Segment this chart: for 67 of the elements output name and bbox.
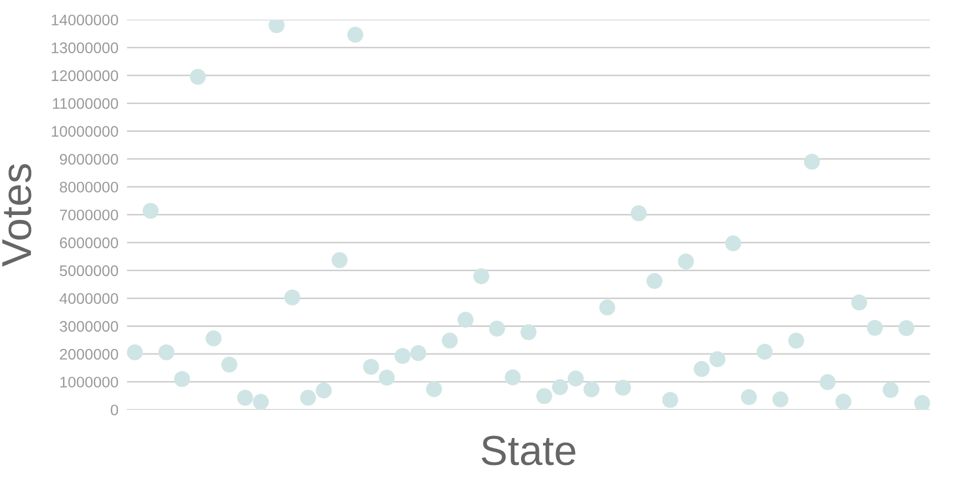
x-axis-title: State bbox=[482, 436, 576, 466]
point bbox=[284, 289, 300, 306]
point bbox=[410, 345, 426, 362]
point bbox=[378, 370, 395, 386]
point bbox=[473, 268, 490, 284]
point bbox=[142, 202, 159, 219]
point bbox=[583, 381, 600, 398]
point bbox=[520, 324, 536, 340]
point bbox=[394, 348, 411, 364]
point bbox=[662, 392, 678, 408]
point bbox=[756, 344, 773, 360]
y-tick-label: 11000000 bbox=[52, 98, 118, 109]
point bbox=[898, 320, 914, 336]
y-tick-label: 8000000 bbox=[60, 182, 118, 193]
y-tick-label: 2000000 bbox=[60, 348, 118, 360]
y-tick-label: 4000000 bbox=[60, 293, 118, 304]
point bbox=[630, 205, 647, 222]
point bbox=[599, 299, 616, 316]
y-tick-label: 1000000 bbox=[60, 376, 118, 388]
point bbox=[851, 294, 868, 310]
point bbox=[458, 312, 474, 328]
point bbox=[347, 26, 364, 43]
point bbox=[866, 320, 883, 336]
point bbox=[300, 390, 316, 406]
y-tick-label: 5000000 bbox=[60, 265, 118, 276]
point bbox=[820, 374, 836, 390]
point bbox=[489, 320, 505, 337]
point bbox=[221, 356, 238, 373]
point bbox=[363, 358, 380, 375]
point bbox=[332, 252, 348, 268]
y-tick-label: 0 bbox=[110, 404, 118, 416]
point bbox=[252, 394, 269, 410]
y-axis-title: Votes bbox=[2, 164, 32, 267]
point bbox=[174, 371, 190, 388]
point bbox=[127, 344, 143, 360]
y-tick-label: 10000000 bbox=[52, 126, 118, 137]
y-tick-label: 9000000 bbox=[60, 154, 118, 165]
point bbox=[316, 382, 332, 398]
point bbox=[678, 254, 694, 270]
point bbox=[614, 380, 631, 396]
point bbox=[568, 370, 584, 386]
point bbox=[237, 390, 254, 406]
y-tick-label: 14000000 bbox=[52, 14, 118, 26]
point bbox=[646, 273, 662, 289]
point bbox=[536, 388, 552, 404]
y-tick-label: 6000000 bbox=[60, 237, 118, 248]
y-tick-label: 13000000 bbox=[52, 42, 118, 54]
point bbox=[158, 344, 174, 360]
y-tick-label: 3000000 bbox=[60, 320, 118, 332]
y-tick-label: 12000000 bbox=[52, 70, 118, 82]
point bbox=[835, 394, 852, 410]
point bbox=[442, 332, 458, 349]
point bbox=[772, 391, 788, 408]
point bbox=[882, 382, 899, 398]
point bbox=[788, 332, 804, 349]
point bbox=[552, 379, 568, 396]
point bbox=[914, 395, 930, 410]
point bbox=[504, 369, 521, 386]
point bbox=[804, 154, 820, 170]
point bbox=[694, 361, 710, 378]
point bbox=[190, 68, 206, 85]
point bbox=[206, 330, 222, 346]
point bbox=[709, 351, 726, 368]
point bbox=[725, 235, 742, 252]
y-tick-label: 7000000 bbox=[60, 210, 118, 220]
point bbox=[426, 381, 442, 398]
point bbox=[740, 389, 757, 406]
